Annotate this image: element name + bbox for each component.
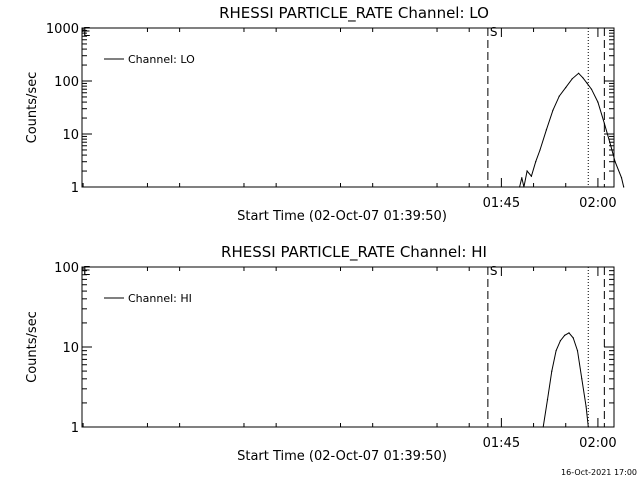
data-point: [552, 109, 554, 111]
y-axis-label: Counts/sec: [25, 72, 40, 144]
data-point: [551, 370, 553, 372]
data-point: [603, 122, 605, 124]
data-point: [545, 129, 548, 131]
chart-title: RHESSI PARTICLE_RATE Channel: HI: [221, 243, 487, 262]
data-point: [546, 399, 549, 401]
data-point: [571, 78, 573, 80]
data-point: [597, 101, 599, 103]
data-point: [610, 145, 612, 147]
data-point: [587, 426, 589, 428]
data-point: [526, 170, 528, 172]
marker-s: S: [490, 264, 498, 278]
footer-timestamp: 16-Oct-2021 17:00: [561, 468, 637, 477]
series-line: [542, 332, 589, 428]
y-tick-label: 10: [62, 128, 79, 143]
data-point: [539, 149, 541, 151]
plot-frame: [81, 27, 615, 188]
data-point: [559, 340, 562, 342]
data-point: [521, 177, 523, 179]
data-point: [585, 406, 587, 408]
data-point: [581, 378, 583, 380]
marker-e-left: E: [83, 25, 91, 39]
y-tick-label: 10: [62, 341, 79, 356]
x-axis-label: Start Time (02-Oct-07 01:39:50): [237, 449, 447, 464]
y-tick-label: 100: [54, 75, 79, 90]
data-point: [586, 82, 588, 84]
x-tick-label: 02:00: [579, 196, 616, 211]
y-tick-label: 1000: [46, 22, 79, 37]
data-point: [578, 72, 580, 74]
data-point: [620, 177, 623, 179]
data-point: [530, 175, 533, 177]
x-tick-label: 02:00: [579, 436, 616, 451]
data-point: [523, 186, 525, 188]
data-point: [590, 88, 593, 90]
data-point: [582, 77, 584, 79]
y-tick-label: 100: [54, 261, 79, 276]
legend-label: Channel: LO: [128, 53, 195, 66]
plot-frame: [81, 266, 615, 428]
data-point: [519, 186, 521, 188]
data-point: [568, 332, 570, 334]
data-point: [576, 350, 579, 352]
data-point: [623, 186, 625, 188]
data-point: [558, 95, 560, 97]
x-axis-label: Start Time (02-Oct-07 01:39:50): [237, 209, 447, 224]
chart-title: RHESSI PARTICLE_RATE Channel: LO: [219, 4, 489, 23]
marker-e-left: E: [83, 264, 91, 278]
data-point: [555, 350, 557, 352]
data-point: [542, 426, 544, 428]
data-point: [535, 161, 537, 163]
x-tick-label: 01:45: [483, 196, 520, 211]
y-axis-label: Counts/sec: [25, 311, 40, 383]
y-tick-label: 1: [71, 181, 79, 196]
legend-label: Channel: HI: [128, 292, 192, 305]
marker-s: S: [490, 25, 498, 39]
data-point: [572, 337, 574, 339]
data-point: [614, 161, 616, 163]
y-tick-label: 1: [71, 421, 79, 436]
x-tick-label: 01:45: [483, 436, 520, 451]
series-line: [519, 72, 625, 188]
data-point: [565, 87, 567, 89]
data-point: [564, 334, 566, 336]
